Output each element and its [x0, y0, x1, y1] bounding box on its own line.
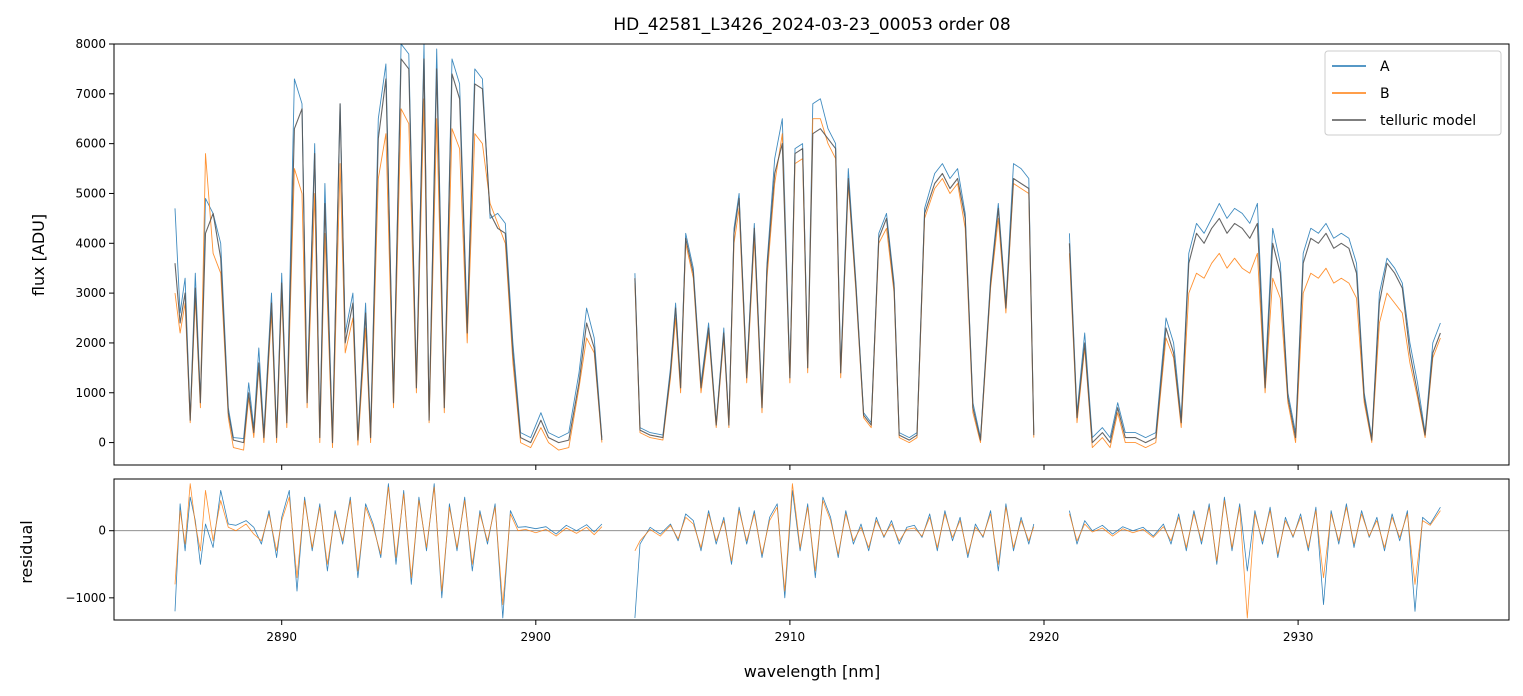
flux-y-tick-label: 3000 — [75, 286, 106, 300]
series-telluric-model — [174, 58, 1441, 444]
residual-axes-frame — [113, 478, 1510, 621]
flux-y-tick-label: 0 — [98, 436, 106, 450]
flux-panel: 0 1000 2000 3000 4000 5000 6000 7000 8000 flux [… — [29, 37, 1510, 470]
residual-xlabel: wavelength [nm] — [744, 662, 881, 681]
residual-x-tick-label: 2910 — [775, 630, 806, 644]
residual-x-tick-label: 2920 — [1029, 630, 1060, 644]
series-b — [174, 98, 1441, 451]
legend-label: A — [1380, 59, 1390, 75]
residual-y-tick-label: 0 — [98, 524, 106, 538]
flux-axes-frame — [113, 43, 1510, 466]
residual-y-ticks: −1000 0 — [65, 524, 114, 605]
flux-series-layer — [174, 44, 1441, 451]
flux-y-tick-label: 6000 — [75, 137, 106, 151]
residual-x-ticks: 2890 2900 2910 2920 2930 — [266, 620, 1313, 644]
flux-y-tick-label: 5000 — [75, 186, 106, 200]
residual-ylabel: residual — [17, 520, 36, 583]
legend-label: telluric model — [1380, 113, 1476, 129]
flux-y-tick-label: 2000 — [75, 336, 106, 350]
flux-x-ticks — [281, 465, 1299, 470]
flux-ylabel: flux [ADU] — [29, 214, 48, 296]
flux-y-tick-label: 4000 — [75, 236, 106, 250]
residual-series-layer — [174, 483, 1441, 619]
flux-y-ticks: 0 1000 2000 3000 4000 5000 6000 7000 8000 — [75, 37, 114, 450]
flux-y-tick-label: 7000 — [75, 87, 106, 101]
residual-x-tick-label: 2890 — [266, 630, 297, 644]
flux-y-tick-label: 8000 — [75, 37, 106, 51]
residual-x-tick-label: 2930 — [1283, 630, 1314, 644]
series-b — [174, 483, 1441, 619]
chart-title: HD_42581_L3426_2024-03-23_00053 order 08 — [613, 15, 1010, 35]
residual-y-tick-label: −1000 — [65, 591, 106, 605]
flux-y-tick-label: 1000 — [75, 386, 106, 400]
residual-x-tick-label: 2900 — [521, 630, 552, 644]
legend-label: B — [1380, 86, 1390, 102]
residual-panel: −1000 0 2890 2900 2910 2920 2930 residual wav… — [17, 478, 1510, 681]
legend-frame — [1324, 50, 1502, 136]
